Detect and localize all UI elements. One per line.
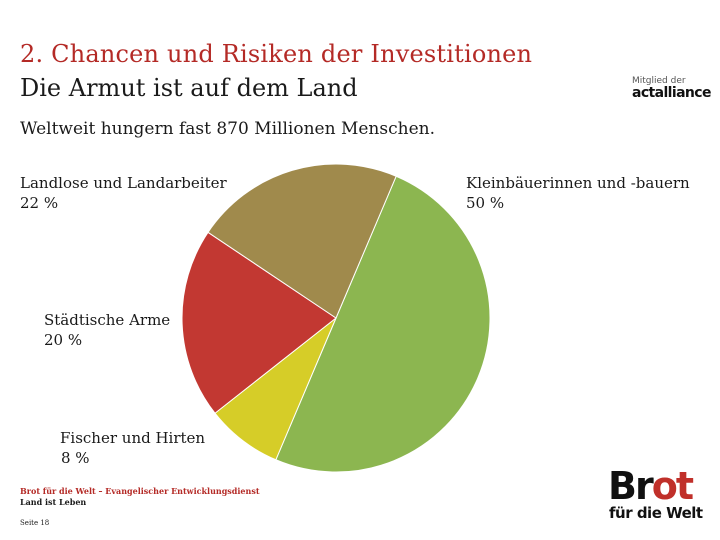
title-line2: Die Armut ist auf dem Land [20,74,358,102]
slice-label-text: Städtische Arme [44,311,171,329]
slice-label-text: Fischer und Hirten [60,429,206,447]
brot-logo-word-main: Br [608,464,654,508]
page-number: Seite 18 [20,519,50,527]
slice-label-text: Kleinbäuerinnen und -bauern [466,174,690,192]
slice-label-value: 50 % [466,194,505,212]
footer-org: Brot für die Welt – Evangelischer Entwic… [20,486,260,496]
slice-label-landlose: Landlose und Landarbeiter 22 % [20,173,227,213]
member-brand: actalliance [632,85,711,101]
member-prefix: Mitglied der [632,76,686,86]
slice-label-value: 22 % [20,194,59,212]
actalliance-logo: Mitglied der actalliance [632,76,711,104]
pie-slice-3 [207,163,397,319]
brot-logo-word-accent: ot [651,464,694,508]
brot-logo-word: Brot [608,464,694,508]
slice-label-staedtische-arme: Städtische Arme 20 % [44,310,170,350]
title-line1: 2. Chancen und Risiken der Investitionen [20,40,533,68]
brot-logo-sub: für die Welt [609,504,703,522]
footer: Brot für die Welt – Evangelischer Entwic… [20,486,260,529]
footer-tagline: Land ist Leben [20,497,87,507]
chart-subtitle: Weltweit hungern fast 870 Millionen Mens… [20,119,435,139]
pie-slice-2 [181,231,337,414]
slice-label-kleinbauern: Kleinbäuerinnen und -bauern 50 % [466,173,690,213]
brot-fuer-die-welt-logo: Brot für die Welt [608,466,703,522]
slice-label-value: 8 % [61,449,90,467]
slice-label-value: 20 % [44,331,83,349]
pie-slice-0 [275,175,491,473]
slice-label-fischer-hirten: Fischer und Hirten 8 % [60,428,205,468]
slice-label-text: Landlose und Landarbeiter [20,174,227,192]
